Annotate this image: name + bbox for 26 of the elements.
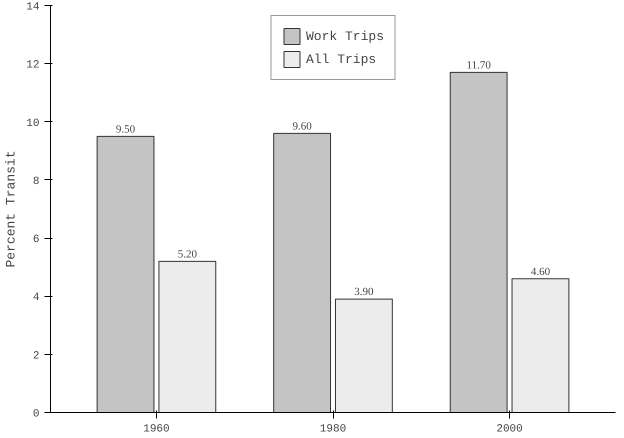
data-label: 11.70 xyxy=(466,59,492,72)
bar xyxy=(96,136,154,412)
data-label: 9.50 xyxy=(116,123,136,136)
y-axis-title: Percent Transit xyxy=(3,150,18,268)
x-tick-label: 1960 xyxy=(143,424,170,436)
data-label: 3.90 xyxy=(354,286,374,298)
y-tick-label: 0 xyxy=(32,408,40,420)
data-label: 9.60 xyxy=(292,120,312,132)
y-tick-label: 14 xyxy=(26,2,40,14)
y-tick-label: 2 xyxy=(32,350,40,362)
y-tick-label: 12 xyxy=(26,60,40,72)
legend-label: Work Trips xyxy=(306,28,384,44)
x-tick-label: 1980 xyxy=(320,424,346,436)
bar xyxy=(158,260,216,412)
legend-label: All Trips xyxy=(306,52,376,66)
data-label: 4.60 xyxy=(530,266,551,278)
data-label: 5.20 xyxy=(178,248,198,260)
x-tick-label: 2000 xyxy=(496,424,523,436)
bar xyxy=(334,298,393,412)
bar xyxy=(512,278,570,412)
bar xyxy=(450,72,508,412)
y-tick-label: 4 xyxy=(32,292,40,304)
y-tick-label: 6 xyxy=(32,234,40,246)
y-tick-label: 10 xyxy=(26,118,40,130)
bar xyxy=(273,132,332,412)
y-tick-label: 8 xyxy=(32,176,40,188)
